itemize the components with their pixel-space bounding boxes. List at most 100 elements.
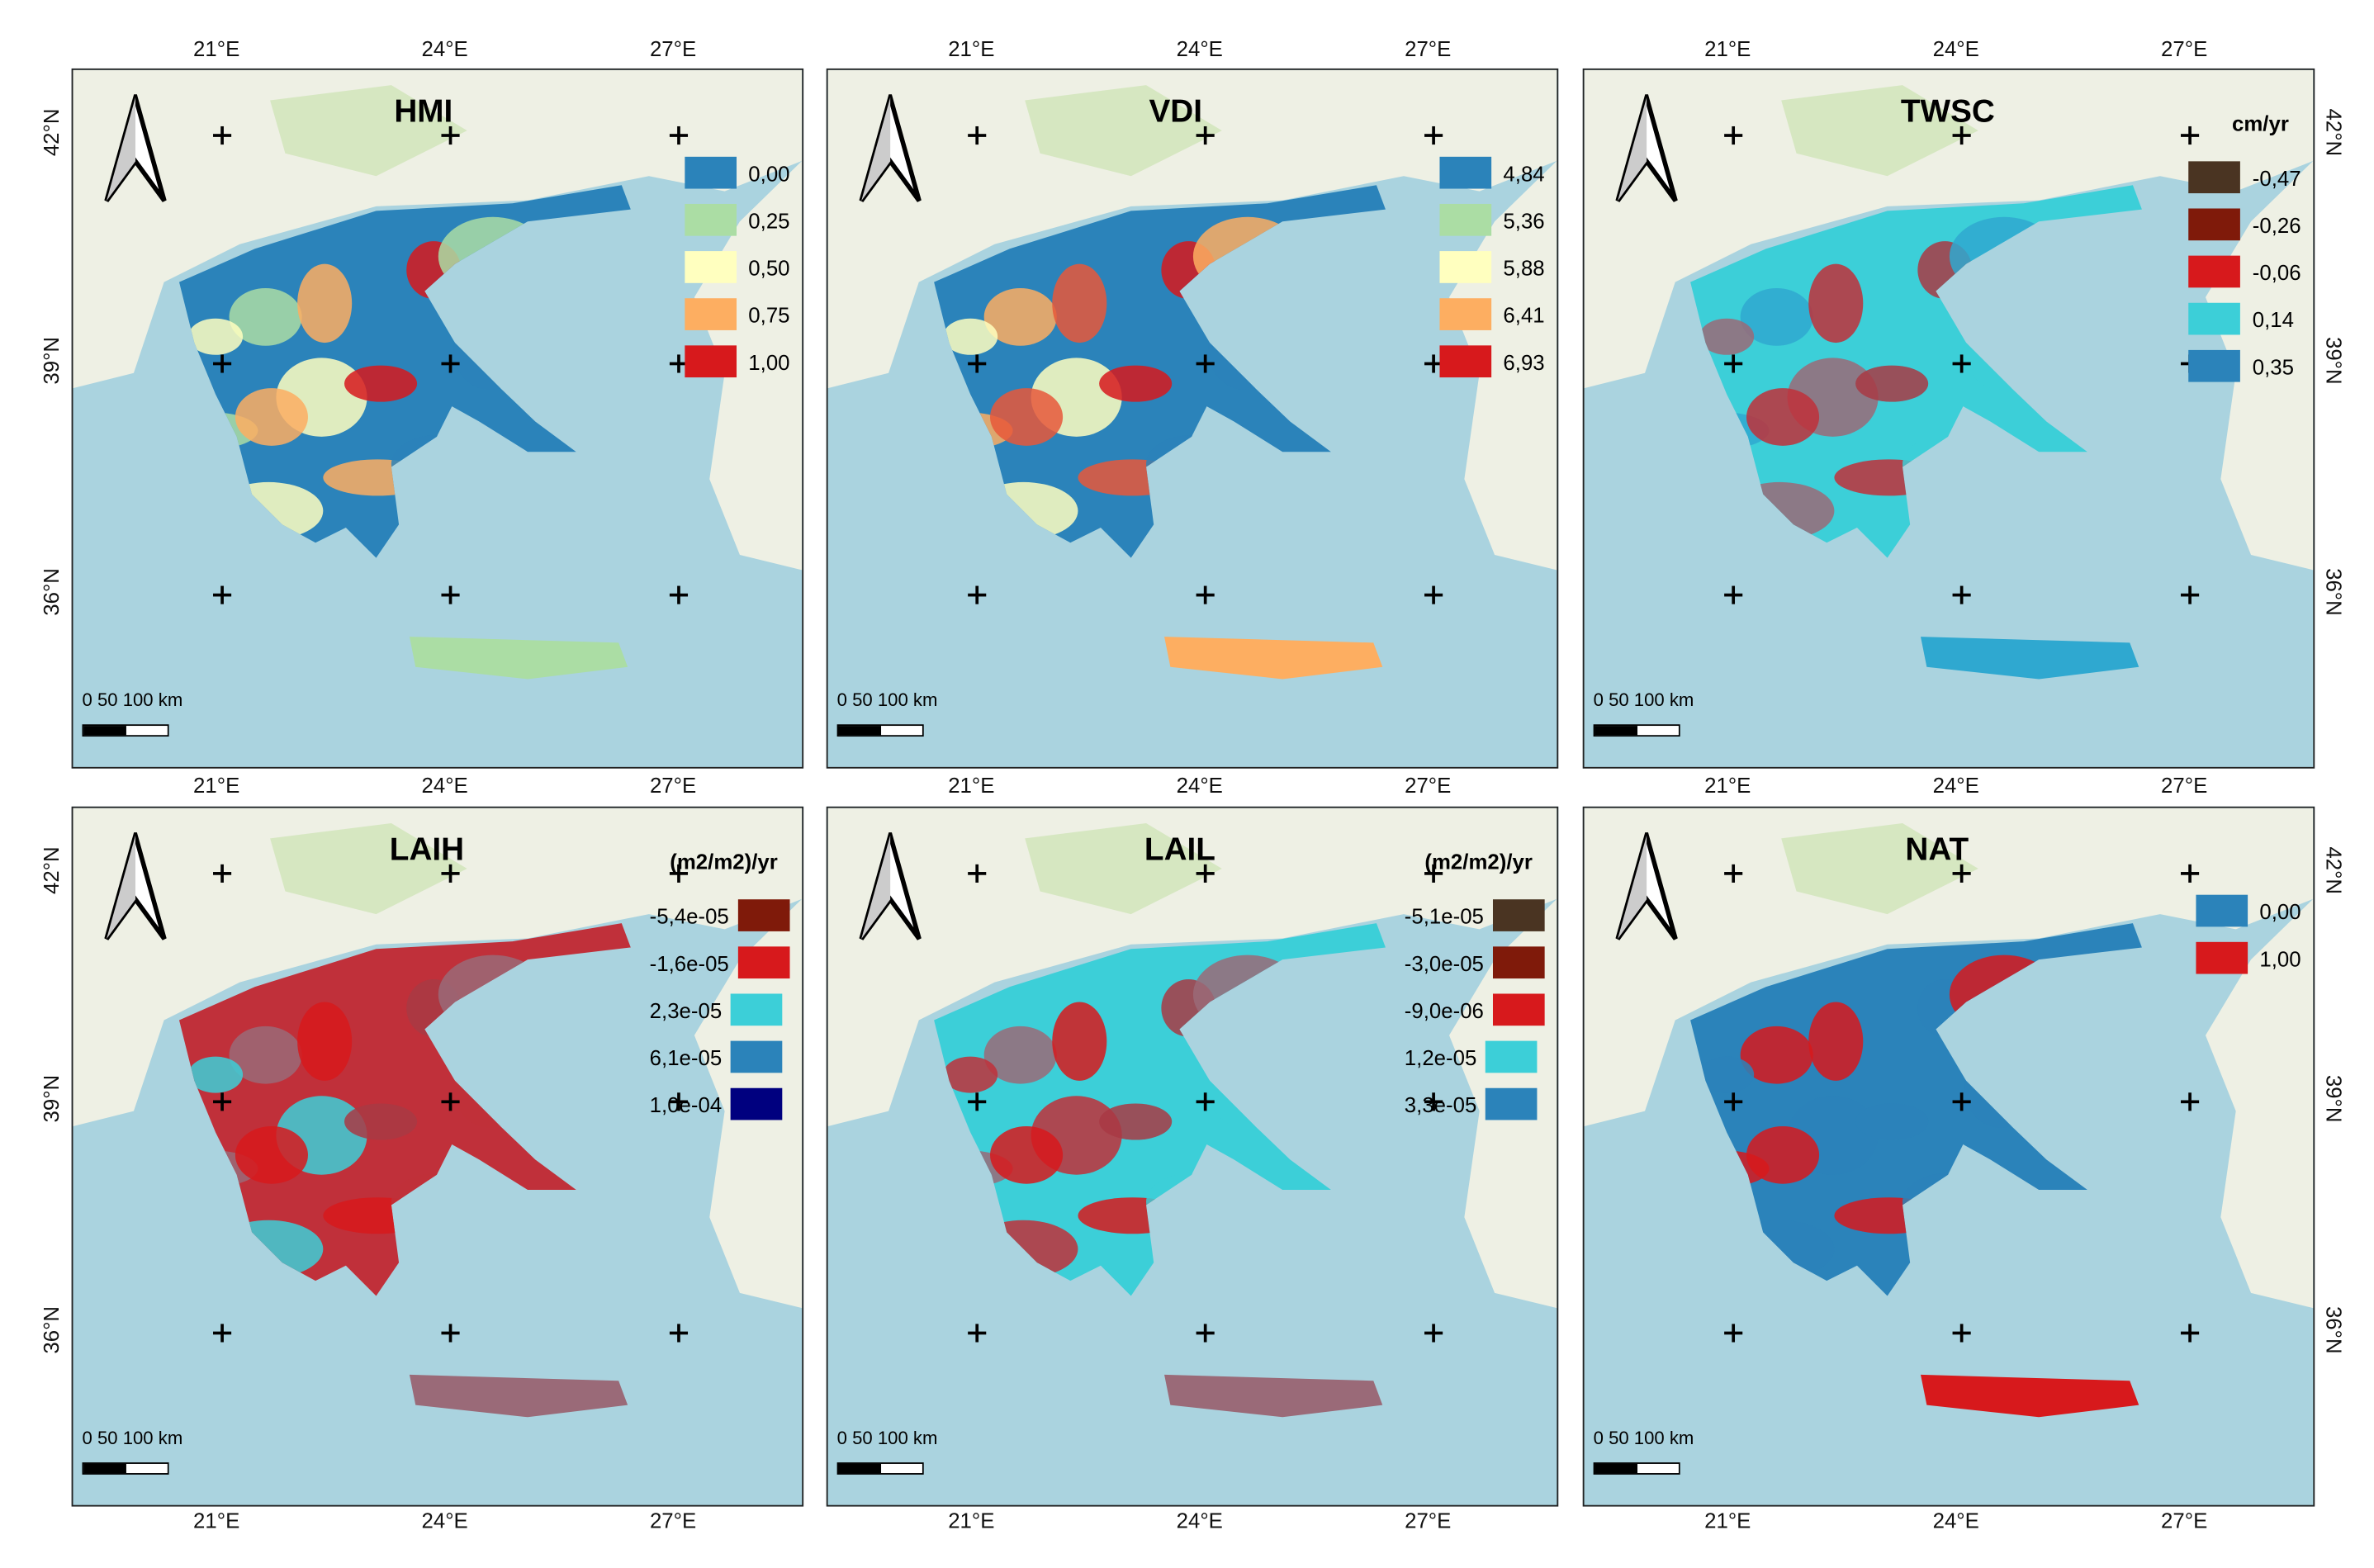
graticule-cross [968, 585, 987, 604]
legend-swatch [737, 946, 790, 979]
map-cell [1964, 310, 2038, 390]
legend-swatch [1486, 1087, 1538, 1120]
legend-label: 1,0e-04 [649, 1092, 723, 1116]
longitude-label: 21°E [1704, 773, 1751, 798]
graticule-cross [441, 864, 460, 883]
map-panel-lail[interactable]: LAIL (m2/m2)/yr -5,1e-05 -3,0e-05 -9,0e-06 1,… [826, 806, 1559, 1507]
legend-item: 2,3e-05 [650, 986, 790, 1033]
map-cell [1699, 318, 1755, 355]
map-cell [214, 481, 324, 540]
map-cell [1052, 1002, 1107, 1081]
legend-unit: (m2/m2)/yr [670, 849, 778, 874]
longitude-label: 27°E [1405, 36, 1452, 61]
legend-item: 4,84 [1439, 149, 1545, 197]
graticule-cross [1724, 126, 1743, 145]
map-cell [1949, 216, 2059, 296]
legend-item: 6,41 [1439, 291, 1545, 338]
map-cell [1834, 1197, 1944, 1234]
legend-item: -1,6e-05 [650, 939, 790, 986]
longitude-label: 24°E [1932, 36, 1979, 61]
graticule-cross [1952, 864, 1971, 883]
scale-segment [838, 1463, 881, 1474]
legend-swatch [1492, 899, 1545, 931]
legend-label: 6,93 [1503, 348, 1545, 374]
graticule-cross [441, 1092, 460, 1111]
legend-swatch [1439, 345, 1491, 378]
map-cell [1725, 481, 1835, 540]
panel-title: HMI [394, 94, 453, 130]
legend-label: 5,36 [1503, 207, 1545, 233]
land-turkey [2205, 898, 2314, 1309]
scale-segment [880, 726, 922, 736]
map-cell [235, 388, 308, 446]
map-panel-laih[interactable]: LAIH (m2/m2)/yr -5,4e-05 -1,6e-05 2,3e-05 6,1… [71, 806, 804, 1507]
legend-item: -0,26 [2188, 201, 2301, 248]
graticule-cross [213, 354, 232, 373]
legend-swatch [684, 345, 737, 378]
map-panel-nat[interactable]: NAT 0,00 1,00 0 50 100 km [1582, 806, 2315, 1507]
graticule-cross [669, 1092, 689, 1111]
scale-bar-label: 0 50 100 km [836, 1427, 938, 1449]
map-cell [983, 1026, 1057, 1084]
forest [1781, 85, 1978, 177]
scale-bar: 0 50 100 km [836, 689, 937, 737]
legend-item: 0,25 [684, 197, 790, 244]
graticule-cross [441, 354, 460, 373]
north-arrow-icon [104, 832, 167, 940]
crete [1921, 637, 2139, 680]
graticule-cross [1724, 1092, 1743, 1111]
scale-bar-graphic [836, 724, 924, 737]
longitude-label: 21°E [193, 773, 240, 798]
legend-label: 1,00 [2259, 945, 2301, 970]
map-cell [235, 1125, 308, 1184]
scale-segment [1595, 726, 1637, 736]
scale-bar-graphic [1593, 724, 1680, 737]
map-cell [1746, 388, 1820, 446]
map-cell [943, 318, 998, 355]
legend-label: -1,6e-05 [649, 950, 729, 975]
legend: 0,00 1,00 [2195, 887, 2301, 982]
scale-segment [83, 726, 126, 736]
legend-label: 0,35 [2252, 353, 2295, 378]
panel-title: TWSC [1900, 94, 1995, 130]
legend-item: 1,00 [2195, 935, 2301, 982]
legend-unit: cm/yr [2232, 111, 2289, 136]
map-cell [1099, 365, 1173, 402]
legend: 0,00 0,25 0,50 0,75 1,00 [684, 149, 790, 386]
longitude-label: 27°E [649, 773, 697, 798]
panel-title: NAT [1905, 832, 1969, 868]
map-panel-twsc[interactable]: TWSC cm/yr -0,47 -0,26 -0,06 0,14 0,35 0 50 100… [1582, 68, 2315, 769]
map-cell [229, 1026, 302, 1084]
graticule-cross [1196, 126, 1215, 145]
longitude-label: 27°E [2161, 1508, 2208, 1532]
crete [1164, 1374, 1383, 1418]
graticule-cross [2181, 585, 2200, 604]
crete [1921, 1374, 2139, 1418]
legend-label: -5,4e-05 [649, 902, 729, 928]
legend: 4,84 5,36 5,88 6,41 6,93 [1439, 149, 1545, 386]
legend-label: 0,00 [748, 160, 790, 185]
scale-bar-label: 0 50 100 km [1593, 1427, 1694, 1449]
graticule-cross [1724, 864, 1743, 883]
legend-swatch [684, 156, 737, 189]
graticule-cross [669, 864, 689, 883]
legend-swatch [737, 899, 790, 931]
legend-item: 0,50 [684, 244, 790, 291]
graticule-cross [1196, 864, 1215, 883]
legend-swatch [2188, 349, 2241, 382]
panel-title: LAIH [389, 832, 465, 868]
panel-title: LAIL [1144, 832, 1215, 868]
map-cell [214, 1220, 324, 1278]
scale-bar-label: 0 50 100 km [1593, 689, 1694, 711]
map-panel-vdi[interactable]: VDI 4,84 5,36 5,88 6,41 6,93 0 50 100 km [826, 68, 1559, 769]
map-cell [1902, 435, 1994, 493]
graticule-cross [2181, 864, 2200, 883]
map-panel-hmi[interactable]: HMI 0,00 0,25 0,50 0,75 1,00 0 50 100 km [71, 68, 804, 769]
graticule-cross [1424, 1324, 1443, 1343]
legend-swatch [1439, 203, 1491, 236]
scale-bar: 0 50 100 km [82, 689, 182, 737]
graticule-cross [669, 126, 689, 145]
longitude-label: 21°E [193, 1508, 240, 1532]
panel-title: VDI [1149, 94, 1202, 130]
legend-item: 5,36 [1439, 197, 1545, 244]
